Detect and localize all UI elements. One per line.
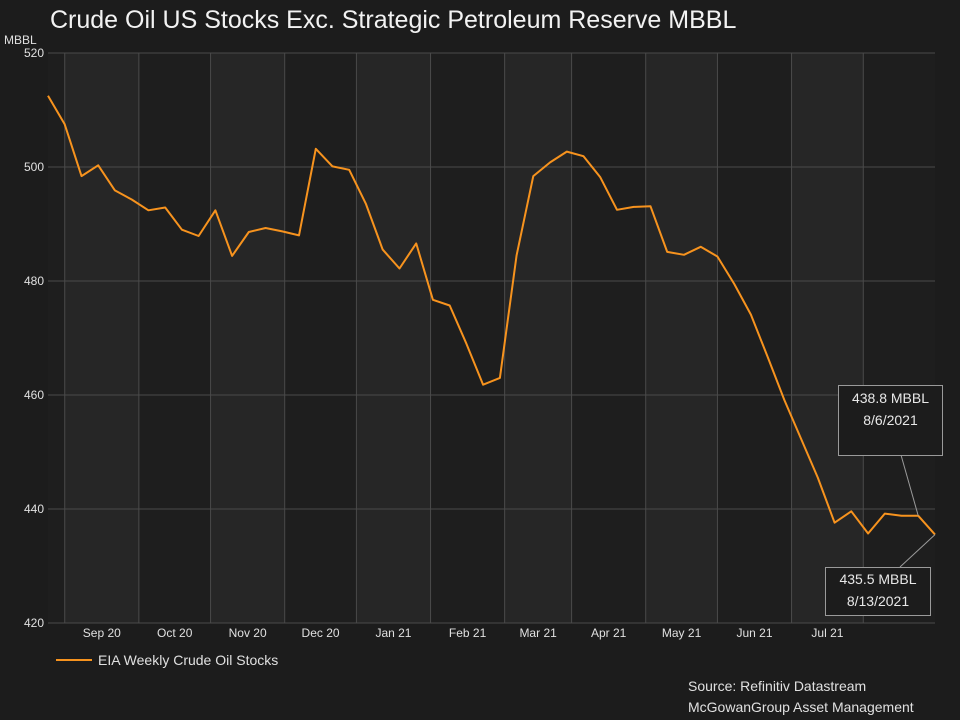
callout-box-8-6-2021: 438.8 MBBL 8/6/2021 (838, 385, 943, 456)
chart-title: Crude Oil US Stocks Exc. Strategic Petro… (50, 6, 737, 34)
plot-band (645, 53, 718, 623)
x-axis-tick-labels: Sep 20 Oct 20 Nov 20 Dec 20 Jan 21 Feb 21 Mar … (83, 626, 844, 640)
legend: EIA Weekly Crude Oil Stocks (56, 652, 278, 668)
plot-band (48, 53, 65, 623)
legend-label: EIA Weekly Crude Oil Stocks (98, 652, 279, 668)
plot-band (717, 53, 792, 623)
x-tick-label: Dec 20 (302, 626, 340, 640)
plot-background-bands (48, 53, 935, 623)
callout-date: 8/13/2021 (846, 593, 910, 609)
callout-leader-line-1 (900, 454, 919, 516)
callout-leader-line-2 (899, 534, 936, 568)
plot-band (356, 53, 431, 623)
x-tick-label: May 21 (662, 626, 702, 640)
x-tick-label: Apr 21 (591, 626, 627, 640)
x-tick-label: Nov 20 (229, 626, 267, 640)
gridlines (48, 52, 935, 624)
y-tick-label: 520 (24, 46, 44, 60)
x-tick-label: Jun 21 (736, 626, 772, 640)
plot-band (504, 53, 572, 623)
y-tick-label: 440 (24, 502, 44, 516)
y-axis-tick-labels: 420 440 460 480 500 520 (24, 46, 44, 630)
y-axis-unit-label: MBBL (4, 33, 37, 47)
plot-band (284, 53, 357, 623)
source-line-2: McGowanGroup Asset Management (688, 699, 914, 715)
plot-band (571, 53, 646, 623)
source-note: Source: Refinitiv Datastream McGowanGrou… (688, 676, 914, 718)
x-tick-label: Oct 20 (157, 626, 193, 640)
series-line-eia-weekly-crude-oil-stocks (47, 95, 936, 536)
plot-band (210, 53, 285, 623)
x-tick-label: Jan 21 (375, 626, 411, 640)
y-tick-label: 480 (24, 274, 44, 288)
plot-band (430, 53, 505, 623)
x-tick-label: Feb 21 (449, 626, 487, 640)
x-tick-label: Jul 21 (811, 626, 843, 640)
callout-value: 435.5 MBBL (839, 571, 917, 587)
x-tick-label: Sep 20 (83, 626, 121, 640)
y-tick-label: 420 (24, 616, 44, 630)
y-tick-label: 500 (24, 160, 44, 174)
plot-band (64, 53, 139, 623)
x-tick-label: Mar 21 (519, 626, 557, 640)
y-tick-label: 460 (24, 388, 44, 402)
callout-date: 8/6/2021 (863, 412, 918, 428)
callout-value: 438.8 MBBL (851, 390, 930, 406)
plot-band (863, 53, 935, 623)
source-line-1: Source: Refinitiv Datastream (688, 678, 867, 694)
legend-swatch-line (56, 659, 92, 661)
callout-box-8-13-2021: 435.5 MBBL 8/13/2021 (825, 567, 931, 616)
plot-band (138, 53, 211, 623)
plot-band (791, 53, 864, 623)
